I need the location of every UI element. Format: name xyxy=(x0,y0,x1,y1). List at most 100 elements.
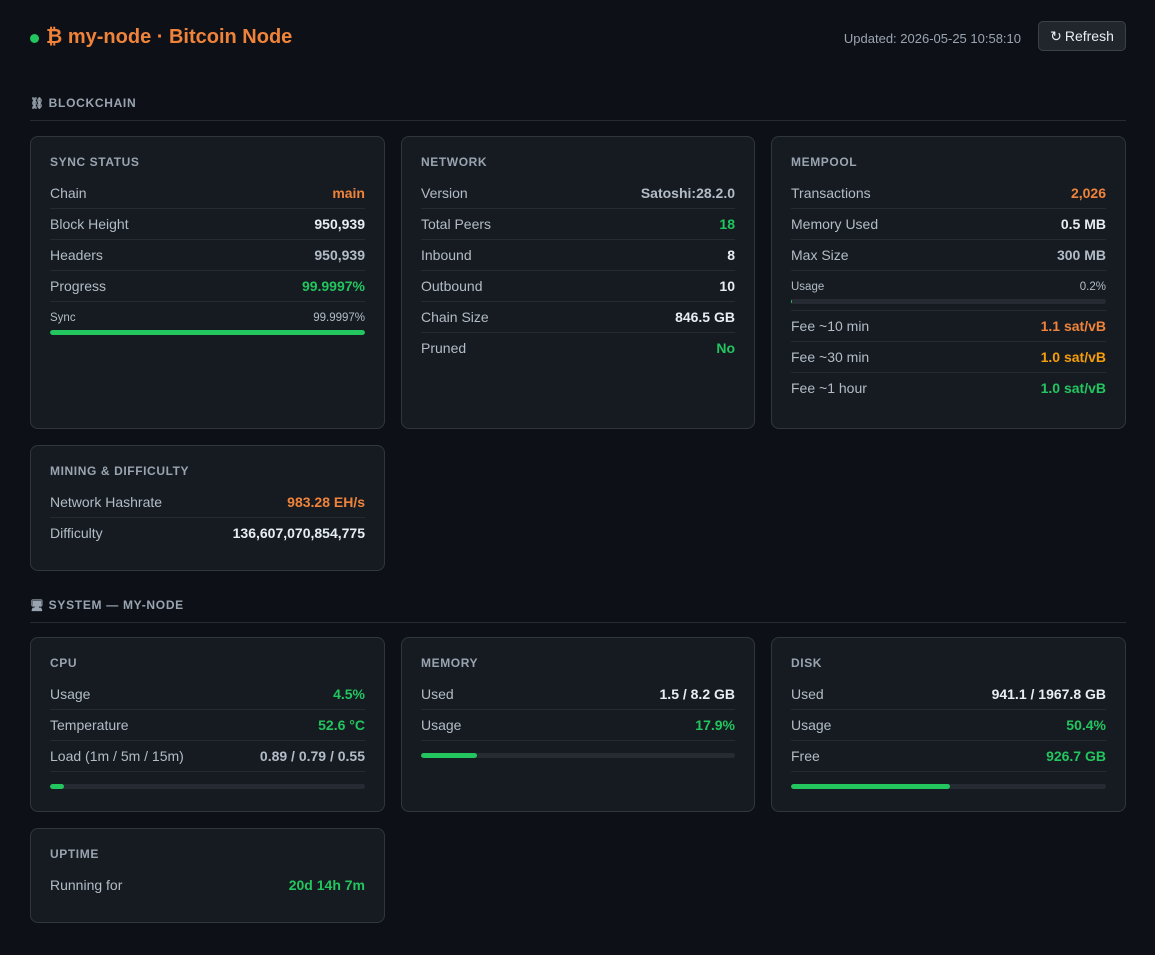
stat-value: 52.6 °C xyxy=(318,717,365,733)
stat-row-chain: Chain main xyxy=(50,178,365,209)
card-title: MINING & DIFFICULTY xyxy=(50,464,190,478)
stat-row-disk-used: Used 941.1 / 1967.8 GB xyxy=(791,679,1106,710)
stat-value: Satoshi:28.2.0 xyxy=(640,185,735,201)
disk-usage-fill xyxy=(791,784,950,789)
stat-value: 846.5 GB xyxy=(675,309,735,325)
chain-icon: ⛓ xyxy=(30,98,45,110)
progress-value: 99.9997% xyxy=(313,312,365,324)
stat-value: 941.1 / 1967.8 GB xyxy=(991,686,1106,702)
stat-label: Version xyxy=(421,185,468,201)
stat-label: Usage xyxy=(421,717,462,733)
uptime-card: UPTIME Running for 20d 14h 7m xyxy=(30,828,385,923)
mempool-usage-bar xyxy=(791,299,1106,304)
stat-row-total-peers: Total Peers 18 xyxy=(421,209,735,240)
stat-value: 99.9997% xyxy=(301,278,365,294)
memory-usage-fill xyxy=(421,753,478,758)
section-header-system: 🖥 SYSTEM — MY-NODE xyxy=(30,598,1126,623)
card-title: SYNC STATUS xyxy=(50,155,140,169)
stat-value: main xyxy=(332,185,365,201)
stat-row-memory-used: Memory Used 0.5 MB xyxy=(791,209,1106,240)
refresh-icon: ↻ xyxy=(1050,27,1062,44)
stat-label: Transactions xyxy=(791,185,871,201)
stat-row-hashrate: Network Hashrate 983.28 EH/s xyxy=(50,487,365,518)
sync-progress-bar xyxy=(50,330,365,335)
card-title: MEMORY xyxy=(421,656,479,670)
stat-value: 20d 14h 7m xyxy=(288,877,365,893)
stat-row-running-for: Running for 20d 14h 7m xyxy=(50,870,365,900)
cpu-usage-fill xyxy=(50,784,65,789)
stat-label: Difficulty xyxy=(50,525,103,541)
stat-label: Block Height xyxy=(50,216,129,232)
stat-row-memory-usage: Usage 17.9% xyxy=(421,710,735,741)
stat-value: 0.5 MB xyxy=(1060,216,1106,232)
stat-label: Total Peers xyxy=(421,216,492,232)
stat-row-fee-10min: Fee ~10 min 1.1 sat/vB xyxy=(791,311,1106,342)
stat-label: Fee ~30 min xyxy=(791,349,870,365)
stat-row-temperature: Temperature 52.6 °C xyxy=(50,710,365,741)
page-header: ₿ my-node · Bitcoin Node Updated: 2026-0… xyxy=(30,21,1126,55)
stat-value: 1.0 sat/vB xyxy=(1040,380,1106,396)
stat-row-chain-size: Chain Size 846.5 GB xyxy=(421,302,735,333)
stat-value: 136,607,070,854,775 xyxy=(232,525,365,541)
stat-label: Pruned xyxy=(421,340,467,356)
disk-card: DISK Used 941.1 / 1967.8 GB Usage 50.4% … xyxy=(771,637,1126,812)
stat-value: 10 xyxy=(719,278,735,294)
stat-row-difficulty: Difficulty 136,607,070,854,775 xyxy=(50,518,365,548)
stat-row-block-height: Block Height 950,939 xyxy=(50,209,365,240)
section-header-blockchain: ⛓ BLOCKCHAIN xyxy=(30,96,1126,121)
stat-row-max-size: Max Size 300 MB xyxy=(791,240,1106,271)
progress-label: Sync xyxy=(50,312,76,324)
stat-row-fee-1hour: Fee ~1 hour 1.0 sat/vB xyxy=(791,373,1106,403)
stat-value: 1.0 sat/vB xyxy=(1040,349,1106,365)
stat-row-pruned: Pruned No xyxy=(421,333,735,363)
stat-label: Free xyxy=(791,748,820,764)
section-title: SYSTEM — MY-NODE xyxy=(48,598,184,612)
stat-value: 950,939 xyxy=(314,247,365,263)
stat-label: Running for xyxy=(50,877,123,893)
stat-row-cpu-usage: Usage 4.5% xyxy=(50,679,365,710)
mempool-card: MEMPOOL Transactions 2,026 Memory Used 0… xyxy=(771,136,1126,429)
progress-value: 0.2% xyxy=(1079,281,1106,293)
card-title: MEMPOOL xyxy=(791,155,858,169)
cpu-card: CPU Usage 4.5% Temperature 52.6 °C Load … xyxy=(30,637,385,812)
sync-progress-block: Sync 99.9997% xyxy=(50,302,365,341)
stat-row-progress: Progress 99.9997% xyxy=(50,271,365,302)
mempool-usage-fill xyxy=(791,299,792,304)
stat-row-disk-free: Free 926.7 GB xyxy=(791,741,1106,772)
stat-row-inbound: Inbound 8 xyxy=(421,240,735,271)
refresh-button[interactable]: ↻ Refresh xyxy=(1038,21,1126,51)
stat-value: 4.5% xyxy=(333,686,365,702)
stat-row-outbound: Outbound 10 xyxy=(421,271,735,302)
stat-row-headers: Headers 950,939 xyxy=(50,240,365,271)
stat-value: 17.9% xyxy=(695,717,735,733)
last-updated-text: Updated: 2026-05-25 10:58:10 xyxy=(843,31,1021,46)
stat-value: 926.7 GB xyxy=(1046,748,1106,764)
stat-label: Load (1m / 5m / 15m) xyxy=(50,748,184,764)
stat-label: Used xyxy=(421,686,454,702)
stat-row-disk-usage: Usage 50.4% xyxy=(791,710,1106,741)
stat-value: 1.1 sat/vB xyxy=(1040,318,1106,334)
stat-label: Chain Size xyxy=(421,309,489,325)
card-title: NETWORK xyxy=(421,155,488,169)
network-card: NETWORK Version Satoshi:28.2.0 Total Pee… xyxy=(401,136,755,429)
card-title: UPTIME xyxy=(50,847,99,861)
mining-difficulty-card: MINING & DIFFICULTY Network Hashrate 983… xyxy=(30,445,385,571)
sync-status-card: SYNC STATUS Chain main Block Height 950,… xyxy=(30,136,385,429)
disk-usage-bar xyxy=(791,784,1106,789)
stat-row-fee-30min: Fee ~30 min 1.0 sat/vB xyxy=(791,342,1106,373)
refresh-button-label: Refresh xyxy=(1064,28,1114,44)
stat-label: Chain xyxy=(50,185,87,201)
stat-row-version: Version Satoshi:28.2.0 xyxy=(421,178,735,209)
status-indicator xyxy=(30,34,39,43)
stat-label: Max Size xyxy=(791,247,849,263)
computer-icon: 🖥 xyxy=(30,600,45,612)
stat-value: 983.28 EH/s xyxy=(287,494,365,510)
stat-label: Temperature xyxy=(50,717,129,733)
memory-card: MEMORY Used 1.5 / 8.2 GB Usage 17.9% xyxy=(401,637,755,812)
mempool-usage-block: Usage 0.2% xyxy=(791,271,1106,311)
stat-row-memory-used: Used 1.5 / 8.2 GB xyxy=(421,679,735,710)
stat-value: 1.5 / 8.2 GB xyxy=(659,686,735,702)
card-title: DISK xyxy=(791,656,823,670)
stat-row-transactions: Transactions 2,026 xyxy=(791,178,1106,209)
stat-value: 18 xyxy=(719,216,735,232)
